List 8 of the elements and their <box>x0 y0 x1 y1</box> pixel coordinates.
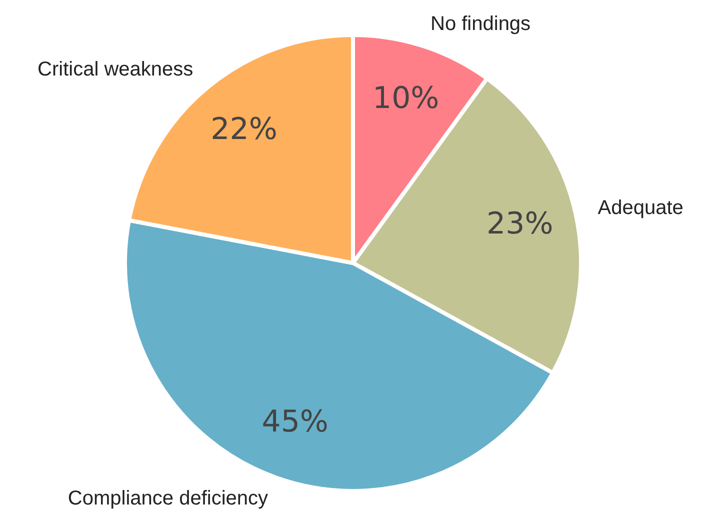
slice-label: No findings <box>430 12 531 35</box>
slice-label: Compliance deficiency <box>68 487 268 510</box>
slice-label: Critical weakness <box>38 58 194 80</box>
data-label: 10% <box>372 81 440 116</box>
data-label: 45% <box>262 404 328 440</box>
data-label: 22% <box>210 112 278 148</box>
slice-label: Adequate <box>598 196 684 219</box>
data-label: 23% <box>486 206 554 242</box>
